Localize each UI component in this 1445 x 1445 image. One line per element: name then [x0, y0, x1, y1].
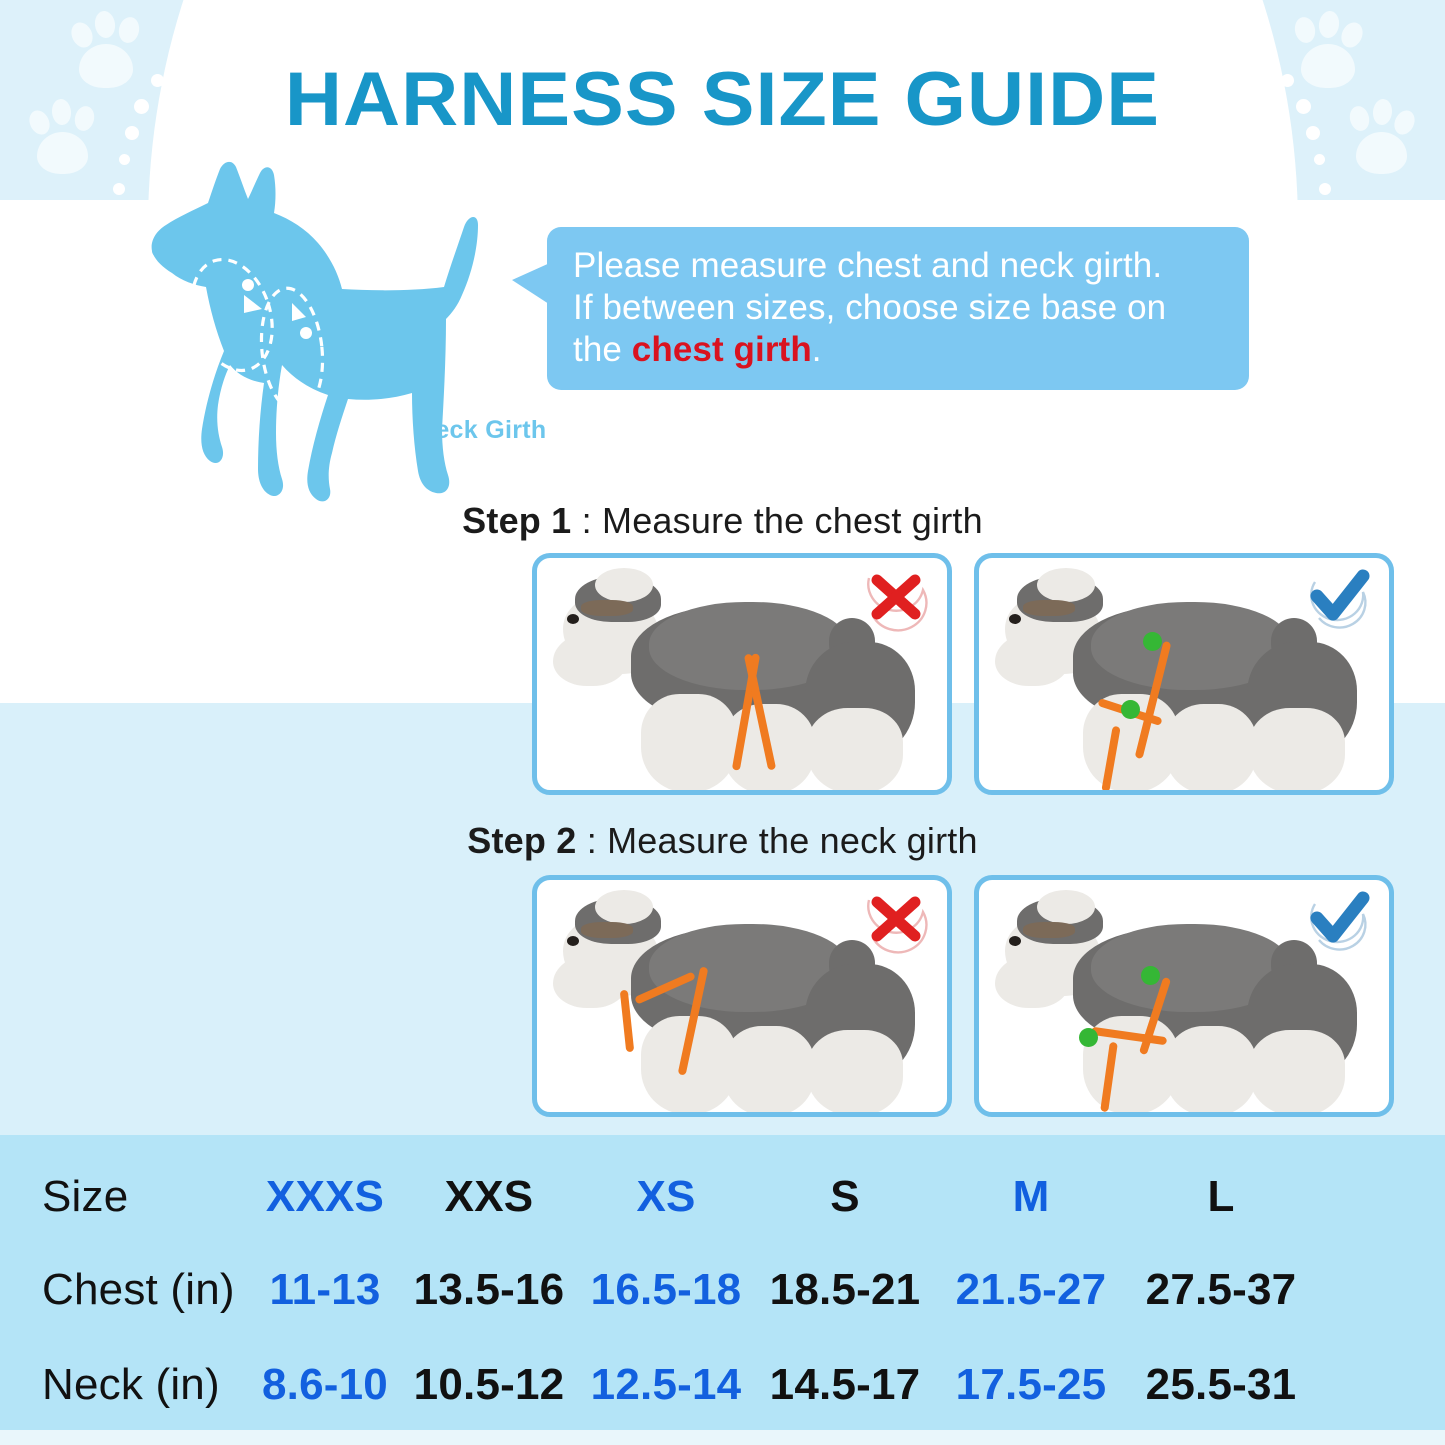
- check-icon: [1310, 569, 1370, 629]
- table-row: Chest (in) 11-13 13.5-16 16.5-18 18.5-21…: [0, 1250, 1445, 1330]
- chest-girth-label: Chest Girth: [425, 491, 496, 548]
- row-label-neck: Neck (in): [42, 1360, 220, 1409]
- bubble-highlight: chest girth: [631, 330, 812, 369]
- cross-icon: [867, 896, 928, 954]
- row-label-chest: Chest (in): [42, 1265, 235, 1314]
- measure-point-dot: [1121, 700, 1140, 719]
- speech-bubble-tail: [512, 262, 552, 306]
- step-1-text: : Measure the chest girth: [571, 500, 983, 541]
- bubble-line-3-pre: the: [573, 330, 632, 369]
- chest-value-l: 27.5-37: [1145, 1265, 1297, 1314]
- step-2-correct-card: [974, 875, 1394, 1117]
- paw-print-icon: [22, 96, 108, 184]
- neck-value-xxs: 10.5-12: [413, 1360, 565, 1409]
- dog-silhouette-icon: [151, 161, 478, 502]
- size-table: Size XXXS XXS XS S M L Chest (in) 11-13 …: [0, 1135, 1445, 1430]
- chest-value-s: 18.5-21: [769, 1265, 921, 1314]
- dog-silhouette-diagram: Neck Girth Chest Girth: [140, 155, 560, 548]
- chest-value-xxxs: 11-13: [269, 1265, 381, 1314]
- size-header-s: S: [830, 1172, 860, 1221]
- size-header-m: M: [1012, 1172, 1050, 1221]
- bubble-line-3-post: .: [811, 330, 822, 369]
- size-header-xs: XS: [636, 1172, 696, 1221]
- page-title: HARNESS SIZE GUIDE: [284, 57, 1161, 142]
- step-2-heading: Step 2 : Measure the neck girth: [0, 820, 1445, 862]
- table-background-band: [0, 1135, 1445, 1430]
- chest-value-xxs: 13.5-16: [413, 1265, 565, 1314]
- table-row: Neck (in) 8.6-10 10.5-12 12.5-14 14.5-17…: [0, 1345, 1445, 1425]
- footer-background-band: [0, 1430, 1445, 1445]
- instruction-speech-bubble: Please measure chest and neck girth. If …: [547, 227, 1249, 390]
- bubble-line-3: the chest girth.: [573, 329, 1223, 371]
- paw-print-icon: [62, 8, 154, 100]
- step-1-incorrect-card: [532, 553, 952, 795]
- bubble-line-1: Please measure chest and neck girth.: [573, 246, 1163, 285]
- size-header-xxs: XXS: [444, 1172, 534, 1221]
- row-label-size: Size: [42, 1172, 129, 1221]
- dog-photo-neck-right: [979, 880, 1389, 1112]
- neck-value-l: 25.5-31: [1145, 1360, 1297, 1409]
- neck-value-xs: 12.5-14: [590, 1360, 742, 1409]
- dog-photo-chest-right: [979, 558, 1389, 790]
- step-1-label: Step 1: [462, 500, 572, 541]
- chest-value-m: 21.5-27: [955, 1265, 1107, 1314]
- step-1-heading: Step 1 : Measure the chest girth: [0, 500, 1445, 542]
- neck-girth-label: Neck Girth: [417, 416, 547, 444]
- step-1-correct-card: [974, 553, 1394, 795]
- neck-value-m: 17.5-25: [955, 1360, 1107, 1409]
- measure-point-dot: [1079, 1028, 1098, 1047]
- step-2-label: Step 2: [467, 820, 577, 861]
- cross-icon: [867, 574, 928, 632]
- measure-point-dot: [1141, 966, 1160, 985]
- neck-value-s: 14.5-17: [769, 1360, 921, 1409]
- neck-value-xxxs: 8.6-10: [262, 1360, 388, 1409]
- dog-photo-neck-wrong: [537, 880, 947, 1112]
- step-2-incorrect-card: [532, 875, 952, 1117]
- chest-value-xs: 16.5-18: [590, 1265, 742, 1314]
- size-header-xxxs: XXXS: [265, 1172, 385, 1221]
- check-icon: [1310, 891, 1370, 951]
- bubble-line-2: If between sizes, choose size base on: [573, 288, 1167, 327]
- dog-photo-chest-wrong: [537, 558, 947, 790]
- table-row: Size XXXS XXS XS S M L: [0, 1157, 1445, 1237]
- size-header-l: L: [1207, 1172, 1235, 1221]
- measure-point-dot: [1143, 632, 1162, 651]
- step-2-text: : Measure the neck girth: [576, 820, 978, 861]
